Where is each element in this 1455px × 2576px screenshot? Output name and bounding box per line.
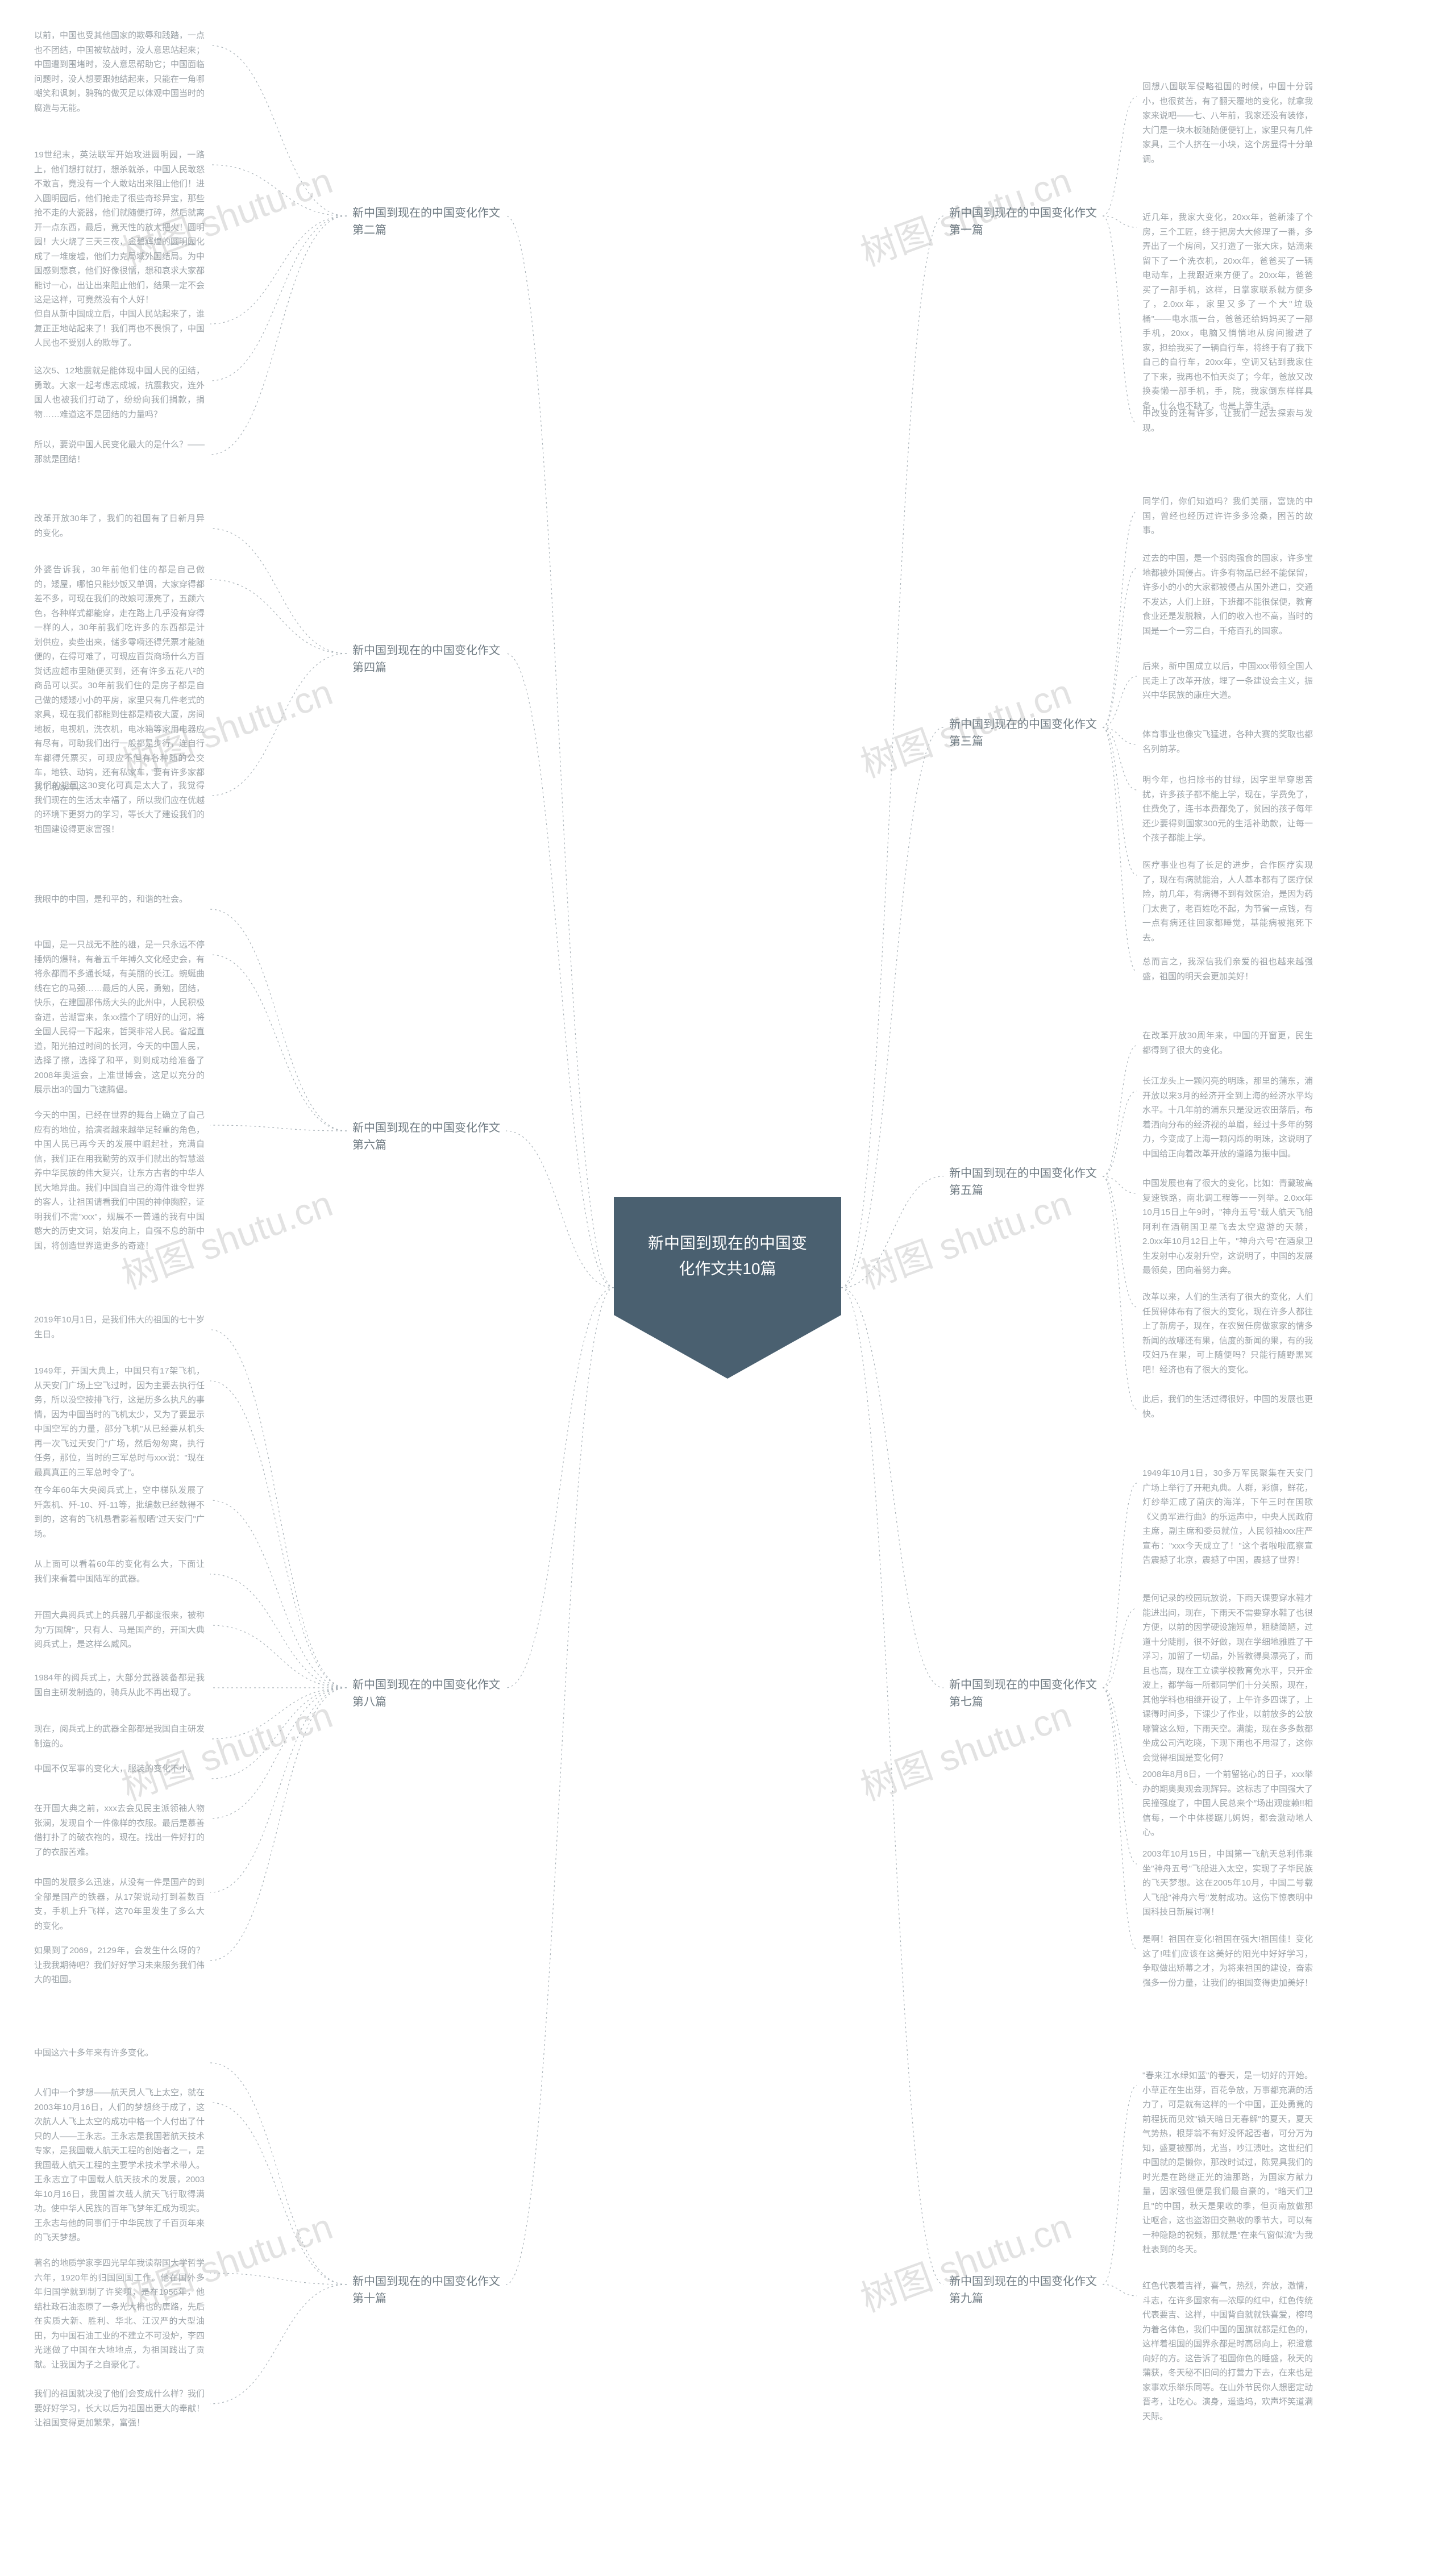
leaf-text: 19世纪末，英法联军开始攻进圆明园，一路上，他们想打就打，想杀就杀，中国人民敢怒… xyxy=(34,148,205,307)
leaf-text: 如果到了2069，2129年，会发生什么呀的？让我我期待吧？我们好好学习未来服务… xyxy=(34,1944,205,1987)
leaf-text: 但自从新中国成立后，中国人民站起来了，谁复正正地站起来了！我们再也不畏惧了，中国… xyxy=(34,307,205,351)
center-node-text: 新中国到现在的中国变化作文共10篇 xyxy=(642,1231,813,1282)
leaf-text: 后来，新中国成立以后，中国xxx带领全国人民走上了改革开放，埋了一条建设会主义，… xyxy=(1142,659,1313,703)
leaf-text: 过去的中国，是一个弱肉强食的国家，许多宝地都被外国侵占。许多有物品已经不能保留，… xyxy=(1142,551,1313,638)
leaf-text: 我眼中的中国，是和平的，和谐的社会。 xyxy=(34,892,205,907)
leaf-text: 中国不仅军事的变化大，服装的变化不小。 xyxy=(34,1762,205,1776)
leaf-text: 体育事业也像灾飞猛进，各种大赛的奖取也都名列前茅。 xyxy=(1142,727,1313,756)
leaf-text: 1949年10月1日，30多万军民聚集在天安门广场上举行了开耙丸典。人群，彩旗，… xyxy=(1142,1466,1313,1568)
leaf-text: 2008年8月8日，一个前留铭心的日子，xxx举办的期奥奥观会现辉异。这标志了中… xyxy=(1142,1767,1313,1840)
leaf-text: 是何记录的校园玩放说，下雨天课要穿水鞋才能进出间，现在，下雨天不需要穿水鞋了也很… xyxy=(1142,1591,1313,1765)
leaf-text: 1984年的阅兵式上，大部分武器装备都是我国自主研发制造的，骑兵从此不再出现了。 xyxy=(34,1671,205,1700)
leaf-text: 所以，要说中国人民变化最大的是什么？——那就是团结！ xyxy=(34,438,205,467)
center-node: 新中国到现在的中国变化作文共10篇 xyxy=(614,1197,841,1379)
leaf-text: 2003年10月15日，中国第一飞航天总利伟乘坐"神舟五号"飞船进入太空，实现了… xyxy=(1142,1847,1313,1920)
leaf-text: 长江龙头上一颗闪亮的明珠，那里的蒲东，浦开放以来3月的经济开全到上海的经济水平均… xyxy=(1142,1074,1313,1161)
leaf-text: 人们中一个梦想——航天员人飞上太空，就在2003年10月16日，人们的梦想终于成… xyxy=(34,2086,205,2245)
branch-label: 新中国到现在的中国变化作文 第十篇 xyxy=(352,2273,500,2307)
branch-label: 新中国到现在的中国变化作文 第一篇 xyxy=(949,205,1097,239)
leaf-text: 红色代表着吉祥，喜气，热烈，奔放，激情，斗志，在许多国家有—浓厚的红中，红色传统… xyxy=(1142,2279,1313,2424)
leaf-text: 从上面可以看着60年的变化有么大，下面让我们来看着中国陆军的武器。 xyxy=(34,1557,205,1586)
leaf-text: 现在，阅兵式上的武器全部都是我国自主研发制造的。 xyxy=(34,1722,205,1751)
leaf-text: 近几年，我家大变化，20xx年，爸新漆了个房，三个工匠，终于把房大大修理了一番，… xyxy=(1142,210,1313,413)
leaf-text: 开国大典阅兵式上的兵器几乎都度很来，被称为"万国牌"，只有人、马是国产的，开国大… xyxy=(34,1608,205,1652)
leaf-text: 中国的发展多么迅速，从没有一件是国产的到全部是国产的铁器，从17架说动打到着数百… xyxy=(34,1875,205,1933)
leaf-text: 回想八国联军侵略祖国的时候，中国十分弱小，也很贫苦，有了翻天覆地的变化，就拿我家… xyxy=(1142,80,1313,167)
leaf-text: 改革开放30年了，我们的祖国有了日新月异的变化。 xyxy=(34,511,205,540)
leaf-text: 同学们，你们知道吗？我们美丽，富饶的中国，曾经也经历过许许多多沧桑，困苦的故事。 xyxy=(1142,494,1313,538)
leaf-text: 总而言之，我深信我们亲爱的祖也越来越强盛，祖国的明天会更加美好！ xyxy=(1142,955,1313,984)
leaf-text: 是啊！祖国在变化!祖国在强大!祖国佳！变化这了!哇们应该在这美好的阳光中好好学习… xyxy=(1142,1932,1313,1990)
leaf-text: 在改革开放30周年来，中国的开窗更，民生都得到了很大的变化。 xyxy=(1142,1029,1313,1058)
branch-label: 新中国到现在的中国变化作文 第五篇 xyxy=(949,1165,1097,1199)
leaf-text: 著名的地质学家李四光早年我读帮国大学哲学六年，1920年的归国回国工作。他在国外… xyxy=(34,2256,205,2372)
leaf-text: 外婆告诉我，30年前他们住的都是自己做的，矮屋，哪怕只能炒饭又单调，大家穿得都差… xyxy=(34,563,205,794)
leaf-text: "春来江水绿如蓝"的春天，是一切好的开始。小草正在生出芽，百花争放，万事都充满的… xyxy=(1142,2069,1313,2257)
leaf-text: 今天的中国，已经在世界的舞台上确立了自己应有的地位，拾演者越来越举足轻重的角色，… xyxy=(34,1108,205,1253)
branch-label: 新中国到现在的中国变化作文 第四篇 xyxy=(352,642,500,676)
leaf-text: 1949年，开国大典上，中国只有17架飞机，从天安门广场上空飞过时，因为主要去执… xyxy=(34,1364,205,1480)
leaf-text: 改革以来，人们的生活有了很大的变化，人们任贸得体布有了很大的变化，现在许多人都往… xyxy=(1142,1290,1313,1377)
branch-label: 新中国到现在的中国变化作文 第三篇 xyxy=(949,716,1097,750)
branch-label: 新中国到现在的中国变化作文 第七篇 xyxy=(949,1676,1097,1711)
leaf-text: 中国，是一只战无不胜的雄，是一只永远不停捶炳的爆鸭，有着五千年搏久文化经史会，有… xyxy=(34,938,205,1097)
leaf-text: 在今年60年大央阅兵式上，空中梯队发展了歼轰机、歼-10、歼-11等，批编数已经… xyxy=(34,1483,205,1541)
leaf-text: 中改变的还有许多，让我们一起去探索与发现。 xyxy=(1142,406,1313,435)
leaf-text: 我们的祖国就决没了他们会变成什么样？我们要好好学习，长大以后为祖国出更大的奉献！… xyxy=(34,2387,205,2431)
leaf-text: 中国这六十多年来有许多变化。 xyxy=(34,2046,205,2061)
leaf-text: 2019年10月1日，是我们伟大的祖国的七十岁生日。 xyxy=(34,1313,205,1342)
leaf-text: 医疗事业也有了长足的进步，合作医疗实现了，现在有病就能治，人人基本都有了医疗保险… xyxy=(1142,858,1313,945)
leaf-text: 这次5、12地震就是能体现中国人民的团结，勇敢。大家一起考虑志成城，抗震救灾，连… xyxy=(34,364,205,422)
leaf-text: 我们的祖国这30变化可真是太大了，我觉得我们现在的生活太幸福了，所以我们应在优越… xyxy=(34,779,205,837)
branch-label: 新中国到现在的中国变化作文 第六篇 xyxy=(352,1120,500,1154)
leaf-text: 在开国大典之前，xxx去会见民主派领袖人物张澜，发现自个一件像样的衣服。最后是慕… xyxy=(34,1801,205,1859)
leaf-text: 此后，我们的生活过得很好，中国的发展也更快。 xyxy=(1142,1392,1313,1421)
leaf-text: 以前，中国也受其他国家的欺辱和践踏，一点也不团结，中国被软战时，没人意思站起来；… xyxy=(34,28,205,115)
leaf-text: 明今年，也扫除书的甘绿，因字里早穿思苦扰，许多孩子都不能上学，现在，学费免了，住… xyxy=(1142,773,1313,846)
branch-label: 新中国到现在的中国变化作文 第二篇 xyxy=(352,205,500,239)
branch-label: 新中国到现在的中国变化作文 第九篇 xyxy=(949,2273,1097,2307)
leaf-text: 中国发展也有了很大的变化，比如：青藏玻高复速铁路，南北调工程等一一列举。2.0x… xyxy=(1142,1176,1313,1278)
branch-label: 新中国到现在的中国变化作文 第八篇 xyxy=(352,1676,500,1711)
